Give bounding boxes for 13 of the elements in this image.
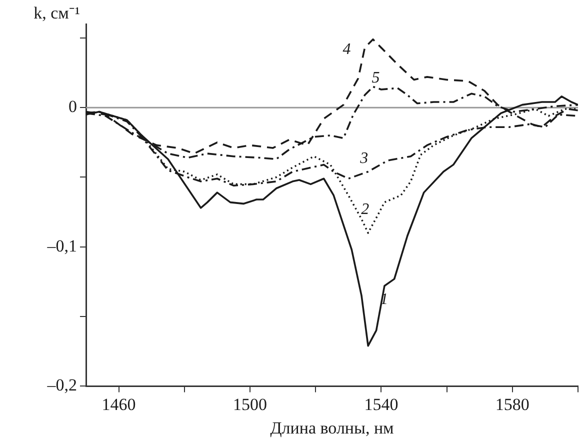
series-label: 5 xyxy=(372,69,380,86)
series-label: 4 xyxy=(342,40,351,58)
y-tick-label: –0,2 xyxy=(46,376,77,395)
y-tick-label: –0,1 xyxy=(46,236,77,256)
x-axis-title: Длина волны, нм xyxy=(270,418,394,438)
y-axis-title: k, см⁻¹ xyxy=(34,3,80,22)
series-label: 2 xyxy=(361,201,370,218)
x-tick-label: 1500 xyxy=(233,394,267,414)
x-tick-label: 1460 xyxy=(102,394,136,414)
series-label: 3 xyxy=(359,150,368,167)
y-tick-label: 0 xyxy=(68,97,77,116)
x-tick-label: 1540 xyxy=(364,394,398,414)
x-tick-label: 1580 xyxy=(495,394,530,414)
